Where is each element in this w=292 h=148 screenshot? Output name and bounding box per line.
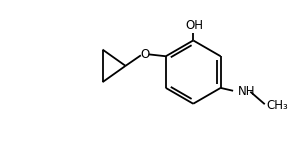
Text: OH: OH <box>185 19 203 32</box>
Text: NH: NH <box>238 85 256 98</box>
Text: CH₃: CH₃ <box>267 99 288 112</box>
Text: O: O <box>140 48 149 61</box>
